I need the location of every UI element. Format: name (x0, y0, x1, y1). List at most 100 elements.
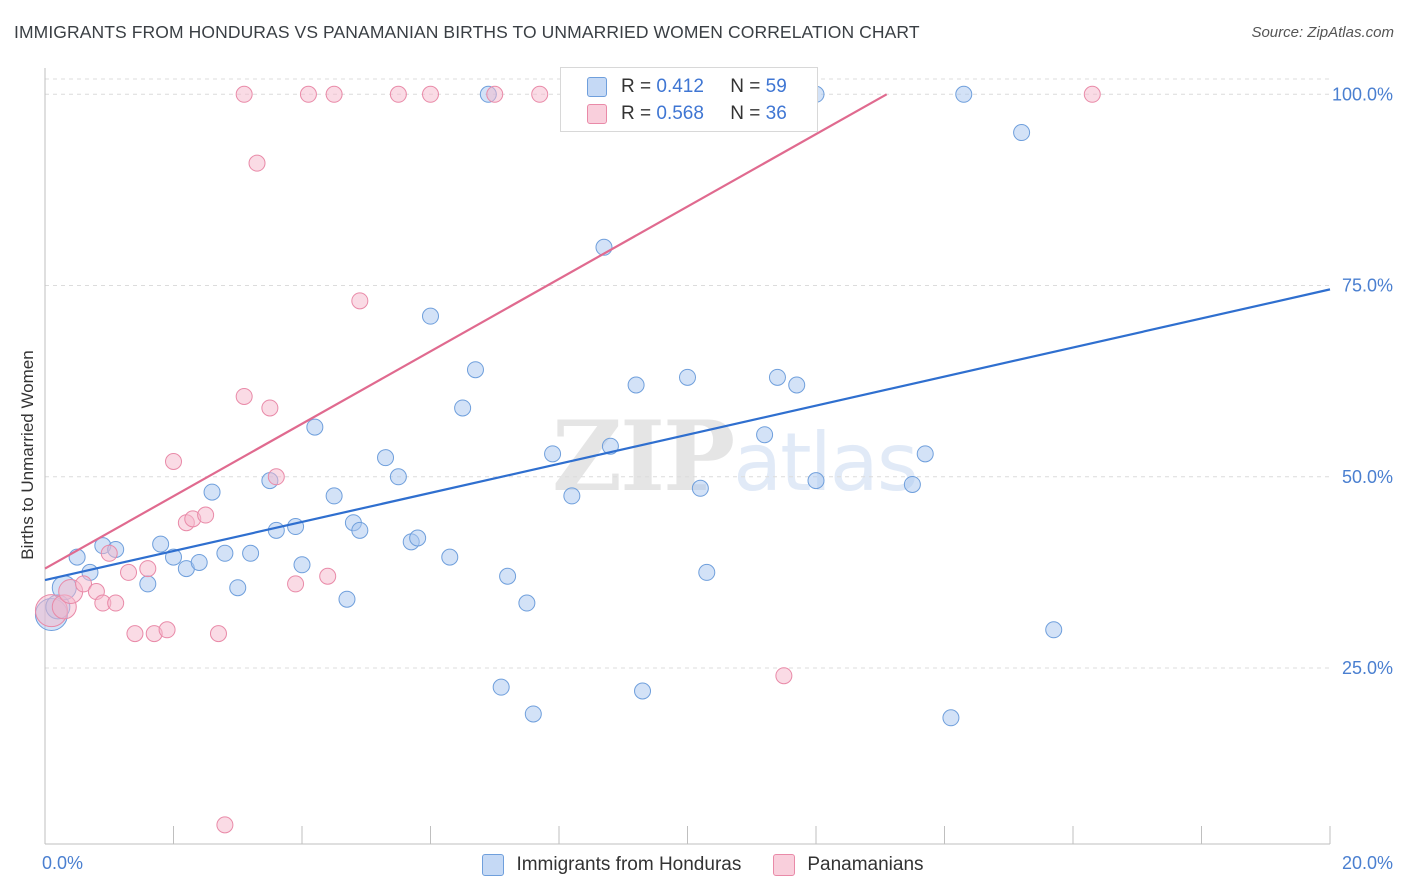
legend-swatch-panamanians (587, 104, 607, 124)
data-point (209, 625, 227, 643)
data-point (466, 361, 484, 379)
data-point (1013, 124, 1031, 142)
data-point (165, 548, 182, 566)
tick-labels: 25.0% 50.0% 75.0% 100.0% 0.0% 20.0% (42, 84, 1393, 873)
x-tick-label-max: 20.0% (1342, 853, 1393, 873)
trend-line-series-0 (44, 288, 1331, 582)
data-point (267, 468, 285, 486)
data-point (319, 567, 337, 585)
legend-r-value: 0.568 (656, 103, 704, 124)
data-point (107, 594, 125, 612)
data-point (120, 563, 138, 581)
data-point (807, 472, 825, 490)
y-tick-label-50: 50.0% (1342, 467, 1393, 487)
data-point (190, 553, 208, 571)
data-point (775, 667, 793, 685)
data-point (158, 621, 176, 639)
source-credit: Source: ZipAtlas.com (1251, 24, 1394, 41)
data-point (634, 682, 652, 700)
data-point (100, 544, 118, 562)
data-point (351, 292, 369, 310)
axes (44, 68, 1331, 845)
data-point (756, 426, 774, 444)
legend-r-value: 0.412 (656, 76, 704, 97)
data-point (139, 560, 157, 578)
data-point (197, 506, 215, 524)
data-point (627, 376, 645, 394)
y-tick-label-25: 25.0% (1342, 658, 1393, 678)
legend-r-label: R = (621, 103, 652, 124)
data-point (518, 594, 536, 612)
data-point (152, 535, 170, 553)
data-point (788, 376, 806, 394)
data-point (338, 590, 356, 608)
data-point (531, 85, 549, 103)
data-point (1083, 85, 1101, 103)
data-point (293, 556, 311, 574)
stats-legend: R = 0.412 N = 59 R = 0.568 N = 36 (560, 67, 818, 132)
series-1-points (34, 85, 1101, 834)
data-point (524, 705, 542, 723)
data-point (325, 85, 343, 103)
data-point (306, 418, 324, 436)
data-point (409, 529, 427, 547)
trend-lines (44, 93, 1331, 582)
y-tick-label-100: 100.0% (1332, 84, 1393, 104)
legend-r-label: R = (621, 76, 652, 97)
data-point (679, 368, 696, 386)
legend-n-value: 59 (765, 76, 787, 97)
data-point (389, 468, 407, 486)
trend-line-series-1 (44, 93, 888, 570)
data-point (287, 518, 305, 536)
series-0-points (34, 85, 1063, 727)
data-point (75, 575, 93, 593)
legend-row-panamanians: R = 0.568 N = 36 (587, 101, 787, 127)
chart-title: IMMIGRANTS FROM HONDURAS VS PANAMANIAN B… (14, 22, 920, 42)
data-point (299, 85, 317, 103)
data-point (916, 445, 934, 463)
x-tick-label-min: 0.0% (42, 853, 83, 873)
data-point (422, 85, 439, 103)
data-point (287, 575, 305, 593)
data-point (1045, 621, 1063, 639)
data-point (235, 85, 253, 103)
data-points (34, 85, 1101, 834)
data-point (248, 154, 266, 172)
series-legend: Immigrants from Honduras Panamanians (0, 852, 1406, 878)
legend-swatch-honduras (482, 854, 505, 876)
legend-n-label: N = (730, 76, 761, 97)
data-point (229, 579, 247, 597)
data-point (903, 475, 921, 493)
legend-label-panamanians: Panamanians (807, 854, 924, 875)
data-point (942, 709, 960, 727)
legend-n-value: 36 (765, 103, 787, 124)
data-point (325, 487, 343, 505)
legend-swatch-honduras (587, 77, 607, 97)
legend-item-honduras[interactable]: Immigrants from Honduras (482, 854, 741, 876)
data-point (261, 399, 279, 417)
y-tick-label-75: 75.0% (1342, 276, 1393, 296)
data-point (691, 479, 709, 497)
data-point (377, 449, 395, 467)
data-point (165, 453, 182, 470)
data-point (216, 816, 234, 834)
legend-n-label: N = (730, 103, 761, 124)
data-point (698, 563, 716, 581)
data-point (139, 575, 157, 593)
data-point (389, 85, 407, 103)
legend-swatch-panamanians (773, 854, 796, 876)
data-point (492, 678, 510, 696)
data-point (242, 544, 260, 562)
data-point (955, 85, 973, 103)
data-point (486, 85, 504, 103)
legend-label-honduras: Immigrants from Honduras (516, 854, 742, 875)
data-point (768, 368, 786, 386)
data-point (499, 567, 517, 585)
data-point (351, 521, 369, 539)
data-point (235, 387, 253, 405)
data-point (203, 483, 221, 501)
data-point (126, 625, 144, 643)
data-point (267, 521, 285, 539)
legend-item-panamanians[interactable]: Panamanians (773, 854, 924, 876)
